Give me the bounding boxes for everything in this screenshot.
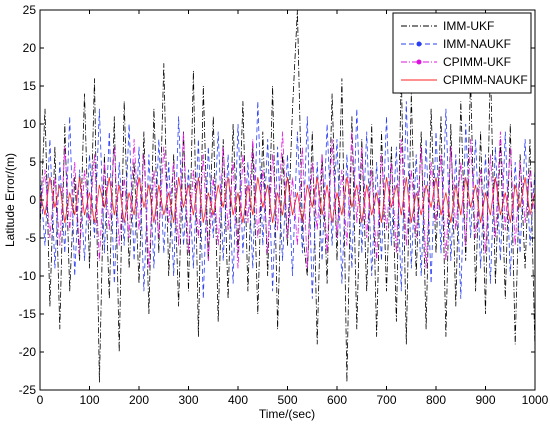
y-tick-label: -20 [19, 345, 37, 359]
x-axis-label: Time/(sec) [259, 407, 315, 421]
legend: IMM-UKF IMM-NAUKF CPIMM-UKF CPIMM-NAUKF [392, 12, 532, 94]
y-tick-label: -15 [19, 307, 37, 321]
legend-label-cpimm-ukf: CPIMM-UKF [443, 55, 511, 69]
y-tick-label: -5 [25, 231, 36, 245]
series-line-imm-naukf [39, 101, 536, 299]
x-tick-label: 0 [37, 393, 44, 407]
series-layer [39, 9, 536, 383]
x-tick-label: 500 [277, 393, 297, 407]
x-tick-label: 700 [376, 393, 396, 407]
x-tick-label: 1000 [522, 393, 549, 407]
x-tick-label: 300 [178, 393, 198, 407]
x-tick-label: 800 [426, 393, 446, 407]
x-tick-label: 600 [327, 393, 347, 407]
y-tick-label: 10 [23, 117, 37, 131]
series-line-cpimm-ukf [39, 131, 536, 269]
y-axis-label: Latitude Error/(m) [3, 153, 17, 247]
legend-label-cpimm-naukf: CPIMM-NAUKF [443, 73, 528, 87]
legend-label-imm-ukf: IMM-UKF [443, 19, 494, 33]
legend-label-imm-naukf: IMM-NAUKF [443, 37, 511, 51]
axis-layer: 0 100 200 300 400 500 600 700 800 900 1000-25-20-1… [19, 3, 549, 407]
y-tick-label: 5 [29, 155, 36, 169]
y-tick-label: 20 [23, 41, 37, 55]
legend-marker-cpimm-ukf [416, 59, 422, 65]
y-tick-label: 25 [23, 3, 37, 17]
series-line-imm-ukf [39, 9, 536, 383]
x-tick-label: 900 [475, 393, 495, 407]
y-tick-label: -10 [19, 269, 37, 283]
y-tick-label: 0 [29, 193, 36, 207]
legend-marker-imm-naukf [416, 41, 422, 47]
series-line-cpimm-naukf [39, 177, 536, 223]
x-tick-label: 400 [228, 393, 248, 407]
x-tick-label: 100 [79, 393, 99, 407]
y-tick-label: -25 [19, 383, 37, 397]
x-tick-label: 200 [129, 393, 149, 407]
y-tick-label: 15 [23, 79, 37, 93]
